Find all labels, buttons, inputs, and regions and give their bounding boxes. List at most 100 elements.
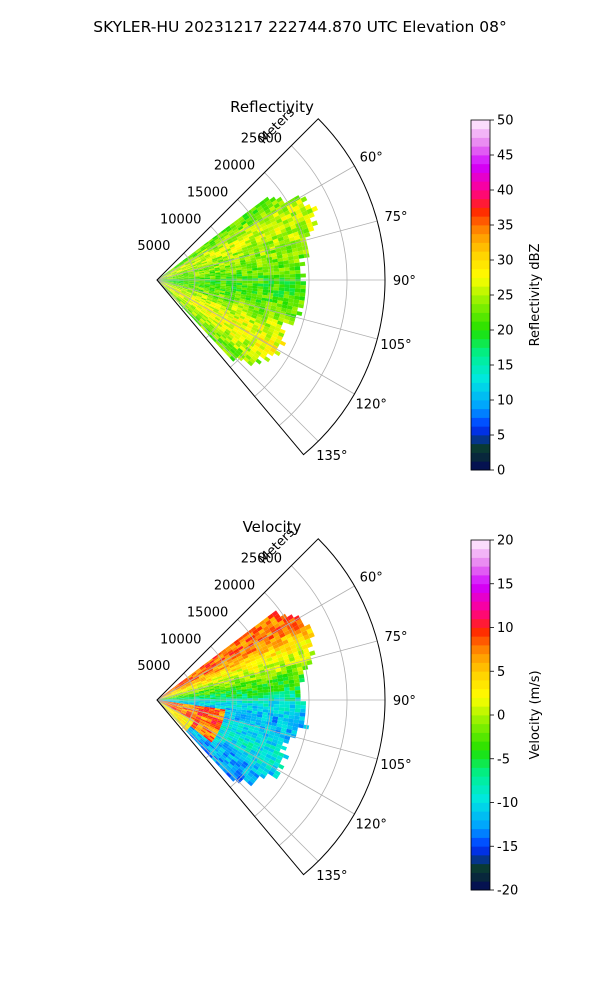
data-gate [278, 332, 285, 338]
data-gate [162, 698, 168, 700]
data-gate [226, 696, 232, 699]
data-gate [188, 275, 195, 277]
data-gate [169, 687, 175, 691]
data-gate [211, 321, 217, 326]
data-gate [286, 725, 293, 730]
data-gate [241, 266, 247, 270]
data-gate [181, 709, 187, 712]
data-gate [225, 707, 231, 711]
colorbar-segment [471, 697, 490, 707]
data-gate [200, 718, 206, 723]
data-gate [251, 767, 258, 773]
data-gate [211, 336, 217, 343]
data-gate [258, 275, 264, 279]
colorbar-tick-label: -15 [497, 840, 518, 855]
data-gate [252, 344, 259, 351]
data-gate [200, 318, 206, 324]
data-gate [181, 719, 187, 724]
data-gate [200, 678, 207, 683]
data-gate [232, 317, 239, 322]
data-gate [219, 335, 226, 342]
data-gate [208, 727, 214, 731]
data-gate [200, 745, 206, 751]
data-gate [210, 281, 216, 284]
data-gate [157, 279, 163, 280]
data-gate [183, 277, 189, 279]
data-gate [231, 655, 237, 660]
data-gate [204, 253, 210, 258]
data-gate [198, 709, 204, 712]
data-gate [274, 697, 280, 702]
data-gate [295, 690, 301, 694]
data-gate [227, 723, 233, 728]
colorbar-segment [471, 601, 490, 611]
data-gate [161, 703, 166, 707]
data-gate [249, 657, 256, 663]
data-gate [247, 703, 253, 706]
data-gate [275, 743, 282, 749]
data-gate [166, 692, 172, 696]
data-gate [207, 333, 213, 339]
data-gate [222, 761, 228, 767]
data-gate [247, 280, 253, 284]
data-gate [188, 283, 194, 286]
data-gate [286, 649, 293, 655]
colorbar-segment [471, 671, 490, 681]
data-gate [182, 299, 187, 303]
data-gate [204, 673, 210, 678]
data-gate [180, 712, 186, 716]
data-gate [301, 224, 308, 230]
data-gate [241, 273, 248, 277]
data-gate [221, 673, 228, 678]
data-gate [183, 275, 189, 277]
data-gate [237, 225, 244, 231]
data-gate [238, 672, 244, 677]
data-gate [268, 311, 275, 316]
data-gate [204, 270, 210, 273]
data-gate [275, 230, 282, 236]
data-gate [180, 265, 186, 269]
data-gate [185, 714, 191, 718]
data-gate [222, 324, 228, 329]
data-gate [241, 285, 248, 288]
data-gate [245, 774, 252, 781]
data-gate [231, 250, 238, 254]
data-gate [256, 759, 263, 765]
data-gate [261, 257, 267, 262]
data-gate [178, 701, 184, 703]
data-gate [243, 671, 250, 676]
data-gate [167, 698, 173, 699]
data-gate [214, 708, 221, 711]
data-gate [272, 261, 279, 266]
data-gate [201, 668, 208, 673]
data-gate [247, 247, 254, 252]
data-gate [224, 681, 230, 685]
data-gate [166, 273, 172, 276]
data-gate [262, 689, 269, 693]
data-gate [179, 682, 184, 686]
data-gate [229, 348, 236, 354]
data-gate [212, 739, 218, 745]
data-gate [303, 253, 310, 258]
data-gate [197, 292, 203, 296]
data-gate [241, 666, 248, 671]
data-gate [177, 704, 184, 706]
data-gate [209, 706, 216, 709]
data-gate [218, 329, 225, 335]
data-gate [166, 704, 172, 708]
data-gate [246, 244, 253, 249]
data-gate [235, 752, 242, 758]
colorbar-segment [471, 793, 490, 803]
data-gate [213, 327, 219, 333]
data-gate [251, 775, 258, 782]
data-gate [185, 262, 191, 266]
data-gate [253, 668, 260, 673]
data-gate [215, 273, 221, 276]
data-gate [196, 306, 202, 311]
azimuth-tick-label: 60° [360, 570, 383, 585]
data-gate [244, 737, 250, 742]
data-gate [209, 304, 216, 308]
data-gate [236, 330, 243, 336]
data-gate [274, 701, 280, 705]
data-gate [269, 744, 276, 750]
